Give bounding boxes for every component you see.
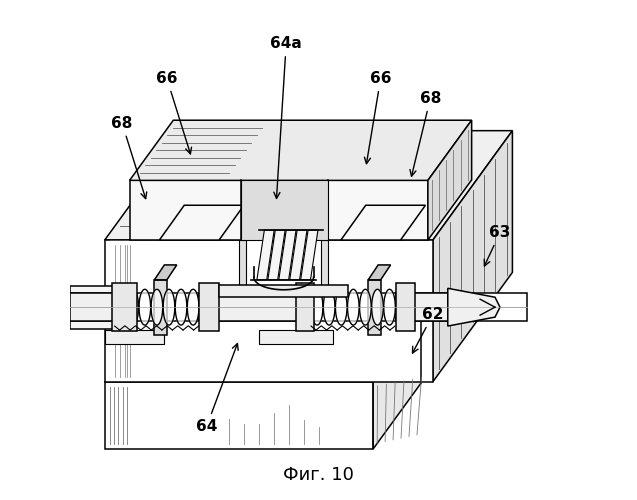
Polygon shape (151, 290, 162, 325)
Polygon shape (383, 290, 396, 325)
Text: 68: 68 (410, 91, 441, 176)
Polygon shape (290, 230, 307, 280)
Polygon shape (311, 290, 323, 325)
Text: 66: 66 (364, 71, 391, 164)
Polygon shape (428, 120, 471, 240)
Polygon shape (371, 290, 383, 325)
Polygon shape (368, 280, 381, 334)
Polygon shape (70, 294, 527, 321)
Polygon shape (396, 284, 415, 331)
Polygon shape (368, 265, 390, 280)
Polygon shape (279, 230, 296, 280)
Polygon shape (187, 290, 199, 325)
Polygon shape (296, 284, 313, 331)
Polygon shape (241, 180, 329, 240)
Polygon shape (139, 290, 150, 325)
Polygon shape (104, 130, 512, 240)
Polygon shape (396, 294, 458, 321)
Polygon shape (199, 284, 219, 331)
Polygon shape (104, 240, 433, 382)
Polygon shape (154, 265, 177, 280)
Polygon shape (163, 290, 175, 325)
Text: 68: 68 (111, 116, 147, 198)
Polygon shape (70, 294, 115, 321)
Polygon shape (129, 180, 428, 240)
Polygon shape (301, 230, 318, 280)
Text: 64a: 64a (270, 36, 302, 198)
Polygon shape (259, 330, 333, 344)
Polygon shape (448, 288, 500, 326)
Polygon shape (324, 290, 335, 325)
Polygon shape (159, 205, 244, 240)
Polygon shape (341, 205, 426, 240)
Polygon shape (154, 280, 167, 334)
Polygon shape (433, 130, 512, 382)
Polygon shape (373, 316, 421, 449)
Polygon shape (175, 290, 187, 325)
Polygon shape (257, 230, 274, 280)
Polygon shape (219, 285, 348, 297)
Text: 63: 63 (484, 225, 511, 266)
Polygon shape (112, 284, 137, 331)
Text: 66: 66 (156, 71, 192, 154)
Polygon shape (199, 294, 311, 321)
Polygon shape (129, 120, 471, 180)
Text: 62: 62 (413, 307, 443, 353)
Polygon shape (127, 290, 139, 325)
Polygon shape (360, 290, 371, 325)
Polygon shape (239, 240, 247, 285)
Polygon shape (336, 290, 347, 325)
Text: Фиг. 10: Фиг. 10 (283, 466, 354, 483)
Text: 64: 64 (196, 344, 238, 434)
Polygon shape (104, 330, 164, 344)
Polygon shape (348, 290, 359, 325)
Polygon shape (268, 230, 285, 280)
Polygon shape (321, 240, 329, 285)
Polygon shape (70, 286, 115, 329)
Polygon shape (115, 290, 127, 325)
Polygon shape (104, 382, 373, 449)
